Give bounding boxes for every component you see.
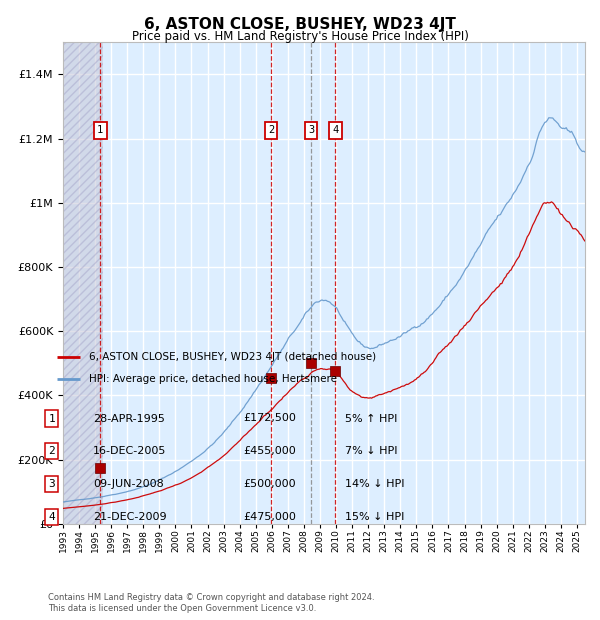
Text: 16-DEC-2005: 16-DEC-2005 — [93, 446, 166, 456]
Text: 3: 3 — [48, 479, 55, 489]
Text: Contains HM Land Registry data © Crown copyright and database right 2024.
This d: Contains HM Land Registry data © Crown c… — [48, 593, 374, 613]
Text: 15% ↓ HPI: 15% ↓ HPI — [345, 512, 404, 522]
Text: £500,000: £500,000 — [243, 479, 296, 489]
Text: 4: 4 — [332, 125, 338, 136]
Text: 2: 2 — [268, 125, 274, 136]
Text: 3: 3 — [308, 125, 314, 136]
Text: 5% ↑ HPI: 5% ↑ HPI — [345, 414, 397, 423]
Text: 28-APR-1995: 28-APR-1995 — [93, 414, 165, 423]
Text: 1: 1 — [48, 414, 55, 423]
Text: 21-DEC-2009: 21-DEC-2009 — [93, 512, 167, 522]
Text: £475,000: £475,000 — [243, 512, 296, 522]
Text: 4: 4 — [48, 512, 55, 522]
Text: 2: 2 — [48, 446, 55, 456]
Text: Price paid vs. HM Land Registry's House Price Index (HPI): Price paid vs. HM Land Registry's House … — [131, 30, 469, 43]
Text: 6, ASTON CLOSE, BUSHEY, WD23 4JT: 6, ASTON CLOSE, BUSHEY, WD23 4JT — [144, 17, 456, 32]
Text: 6, ASTON CLOSE, BUSHEY, WD23 4JT (detached house): 6, ASTON CLOSE, BUSHEY, WD23 4JT (detach… — [89, 352, 376, 362]
Text: £172,500: £172,500 — [243, 414, 296, 423]
Bar — [63, 42, 103, 524]
Text: 7% ↓ HPI: 7% ↓ HPI — [345, 446, 398, 456]
Text: 14% ↓ HPI: 14% ↓ HPI — [345, 479, 404, 489]
Text: HPI: Average price, detached house, Hertsmere: HPI: Average price, detached house, Hert… — [89, 374, 337, 384]
Text: 09-JUN-2008: 09-JUN-2008 — [93, 479, 164, 489]
Text: 1: 1 — [97, 125, 103, 136]
Text: £455,000: £455,000 — [243, 446, 296, 456]
